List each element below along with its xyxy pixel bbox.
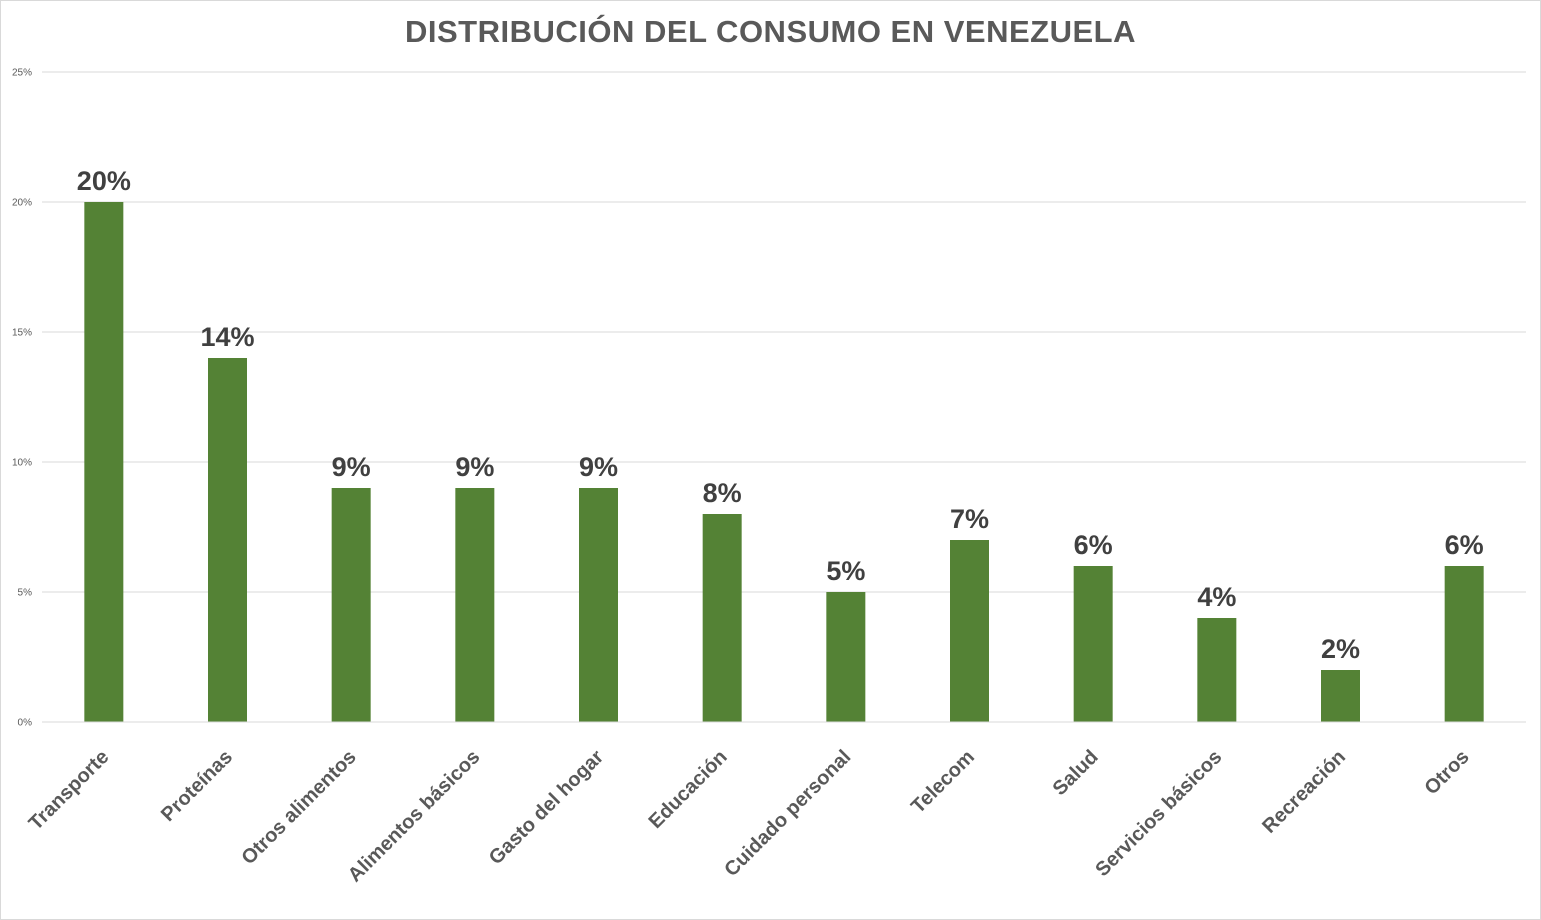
category-label: Salud — [1049, 746, 1103, 800]
bar — [455, 488, 495, 722]
data-label: 6% — [1445, 530, 1484, 560]
bar — [1073, 566, 1113, 722]
data-label: 7% — [950, 504, 989, 534]
y-tick-label: 25% — [12, 68, 32, 79]
category-label: Otros — [1420, 746, 1473, 799]
y-tick-label: 0% — [18, 718, 33, 729]
chart-title: DISTRIBUCIÓN DEL CONSUMO EN VENEZUELA — [405, 14, 1136, 49]
data-label: 2% — [1321, 634, 1360, 664]
bar — [1197, 618, 1237, 722]
y-tick-label: 15% — [12, 328, 32, 339]
bar — [579, 488, 618, 722]
y-tick-label: 10% — [12, 458, 32, 469]
data-label: 20% — [77, 166, 131, 196]
category-label: Telecom — [907, 746, 979, 818]
data-label: 14% — [200, 322, 254, 352]
category-label: Gasto del hogar — [485, 746, 608, 869]
data-label: 6% — [1074, 530, 1113, 560]
bar — [702, 514, 742, 722]
category-label: Alimentos básicos — [344, 746, 485, 887]
data-label: 9% — [579, 452, 618, 482]
bar — [826, 592, 866, 722]
y-tick-label: 5% — [18, 588, 33, 599]
category-label: Recreación — [1258, 746, 1350, 838]
data-label: 5% — [826, 556, 865, 586]
bar — [950, 540, 989, 722]
category-label: Cuidado personal — [720, 746, 855, 881]
bar — [208, 358, 247, 722]
category-label: Proteínas — [157, 746, 237, 826]
bar — [1321, 670, 1360, 722]
category-label: Educación — [645, 746, 732, 833]
category-label: Transporte — [25, 746, 114, 835]
data-label: 8% — [703, 478, 742, 508]
bar — [331, 488, 371, 722]
data-label: 9% — [455, 452, 494, 482]
category-label: Servicios básicos — [1091, 746, 1226, 881]
y-tick-label: 20% — [12, 198, 32, 209]
category-label: Otros alimentos — [237, 746, 360, 869]
bar — [84, 202, 124, 722]
data-label: 4% — [1197, 582, 1236, 612]
bar — [1444, 566, 1484, 722]
data-label: 9% — [332, 452, 371, 482]
